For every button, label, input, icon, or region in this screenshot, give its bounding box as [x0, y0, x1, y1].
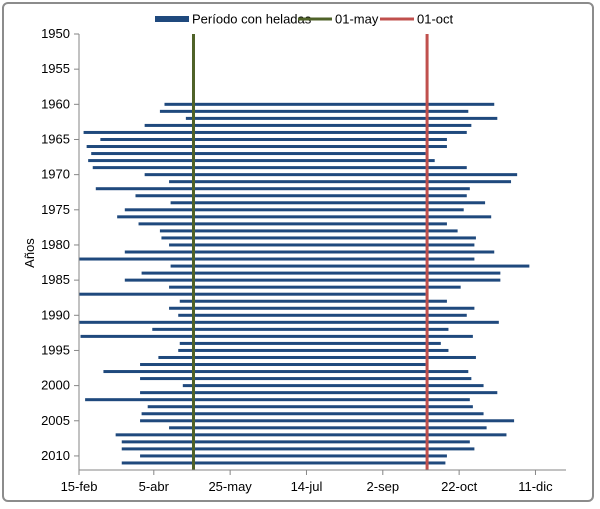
- frost-period-bar-2007: [115, 433, 507, 437]
- frost-period-bar-1968: [88, 159, 435, 163]
- frost-period-bar-1975: [124, 208, 464, 212]
- y-tick-label: 2000: [41, 378, 70, 393]
- frost-period-bar-1990: [178, 313, 467, 317]
- frost-period-bar-1998: [103, 370, 469, 374]
- frost-period-bar-1978: [159, 229, 458, 233]
- frost-period-bar-1999: [140, 377, 472, 381]
- frost-period-bar-1993: [80, 334, 473, 338]
- y-tick-label: 1990: [41, 307, 70, 322]
- frost-period-bar-2000: [182, 384, 484, 388]
- frost-period-bar-1985: [124, 278, 501, 282]
- y-tick-label: 1970: [41, 167, 70, 182]
- y-tick-label: 1995: [41, 342, 70, 357]
- legend-swatch-frost-period: [155, 16, 189, 22]
- frost-period-bar-1989: [169, 306, 475, 310]
- frost-period-bar-1991: [79, 320, 499, 324]
- frost-period-bar-2011: [121, 461, 446, 465]
- frost-period-bar-1963: [144, 123, 472, 127]
- frost-period-bar-1960: [164, 102, 495, 106]
- frost-period-bar-1972: [95, 187, 470, 191]
- plot-area: 1950 1955 1960 1965 1970 1975 1980 1985 1990 1995…: [41, 26, 566, 494]
- legend-label-frost-period: Período con heladas: [192, 12, 312, 27]
- frost-period-bar-2004: [141, 412, 484, 416]
- frost-period-bar-1984: [141, 271, 501, 275]
- frost-period-bar-1994: [179, 341, 441, 345]
- x-tick-label: 2-sep: [367, 479, 400, 494]
- frost-period-bar-1967: [91, 152, 426, 156]
- chart-frame: Período con heladas 01-may 01-oct Años 1…: [2, 2, 594, 502]
- chart: Período con heladas 01-may 01-oct Años 1…: [22, 12, 566, 494]
- x-tick-label: 15-feb: [61, 479, 98, 494]
- frost-period-bar-1987: [79, 292, 426, 296]
- frost-period-bar-2002: [85, 398, 470, 402]
- x-tick-label: 11-dic: [518, 479, 553, 494]
- frost-period-bar-1988: [179, 299, 447, 303]
- frost-period-bar-1983: [170, 264, 530, 268]
- legend-label-may: 01-may: [335, 12, 379, 27]
- frost-period-bar-1962: [185, 116, 498, 120]
- frost-period-bar-1980: [169, 243, 475, 247]
- y-tick-label: 2010: [41, 448, 70, 463]
- frost-period-bar-1982: [79, 257, 475, 261]
- frost-period-bar-1971: [169, 180, 512, 184]
- x-tick-label: 5-abr: [139, 479, 170, 494]
- legend-swatch-may: [298, 17, 332, 21]
- frost-period-bar-1966: [86, 145, 447, 149]
- frost-period-bar-1969: [92, 166, 467, 170]
- frost-period-bar-2003: [147, 405, 473, 409]
- frost-period-bar-1976: [117, 215, 492, 219]
- frost-period-bar-1986: [169, 285, 461, 289]
- y-tick-label: 1980: [41, 237, 70, 252]
- frost-period-bar-2006: [169, 426, 487, 430]
- y-tick-label: 1985: [41, 272, 70, 287]
- x-tick-label: 14-jul: [291, 479, 323, 494]
- frost-period-bar-2010: [140, 454, 447, 458]
- frost-period-bar-1995: [178, 348, 449, 352]
- x-tick-label: 22-oct: [441, 479, 478, 494]
- y-tick-label: 1955: [41, 61, 70, 76]
- frost-period-bar-1974: [170, 201, 486, 205]
- frost-period-bar-1996: [158, 355, 476, 359]
- x-tick-label: 25-may: [208, 479, 252, 494]
- frost-period-bar-1992: [152, 327, 449, 331]
- frost-period-bar-1965: [100, 137, 447, 141]
- frost-period-bar-1981: [124, 250, 495, 254]
- frost-period-bar-2001: [140, 391, 498, 395]
- y-tick-label: 2005: [41, 413, 70, 428]
- frost-period-bar-1970: [144, 173, 518, 177]
- legend-label-oct: 01-oct: [417, 12, 454, 27]
- frost-period-bar-1964: [83, 130, 467, 134]
- y-tick-label: 1975: [41, 202, 70, 217]
- legend-swatch-oct: [380, 17, 414, 21]
- y-tick-label: 1960: [41, 96, 70, 111]
- frost-period-bar-1979: [161, 236, 476, 240]
- legend: Período con heladas 01-may 01-oct: [155, 12, 454, 27]
- frost-period-bar-1977: [138, 222, 447, 226]
- frost-period-bar-2009: [121, 447, 475, 451]
- frost-period-bar-1973: [135, 194, 467, 198]
- frost-period-bar-1961: [159, 109, 469, 113]
- frost-period-bar-2008: [121, 440, 470, 444]
- y-axis-label: Años: [22, 238, 37, 268]
- frost-period-bar-2005: [140, 419, 515, 423]
- y-tick-label: 1965: [41, 131, 70, 146]
- frost-period-bar-1997: [140, 363, 426, 367]
- y-tick-label: 1950: [41, 26, 70, 41]
